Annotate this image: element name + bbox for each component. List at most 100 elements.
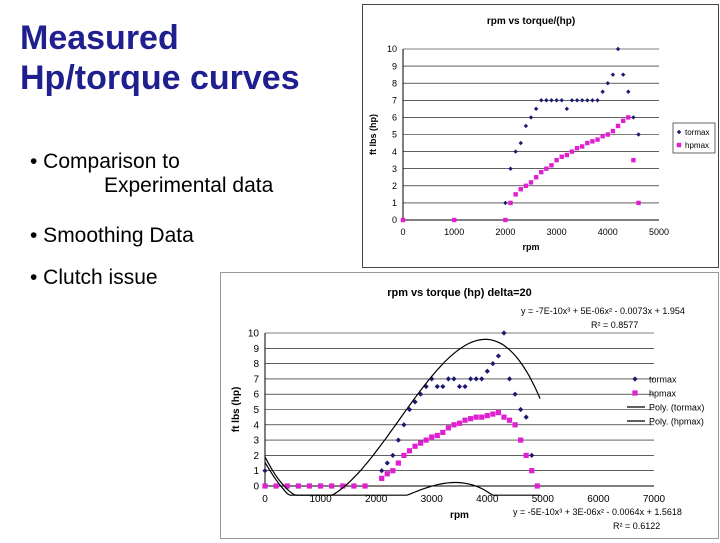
- y-tick-label: 10: [248, 329, 260, 340]
- data-point-hpmax: [484, 413, 490, 419]
- data-point-hpmax: [518, 437, 524, 443]
- smoothed-data-chart-svg: rpm vs torque (hp) delta=200123456789100…: [231, 287, 704, 531]
- data-point-hpmax: [384, 471, 390, 477]
- y-tick-label: 0: [392, 215, 397, 225]
- y-tick-label: 5: [392, 130, 397, 140]
- data-point-tormax: [559, 98, 564, 103]
- data-point-hpmax: [605, 132, 610, 137]
- data-point-hpmax: [423, 437, 429, 443]
- legend-marker-tormax: [676, 129, 682, 135]
- data-point-tormax: [484, 368, 490, 374]
- data-point-hpmax: [549, 163, 554, 168]
- y-axis-label: ft lbs (hp): [231, 387, 242, 433]
- trendline-hpmax: [264, 461, 541, 496]
- data-point-tormax: [395, 437, 401, 443]
- data-point-hpmax: [533, 175, 539, 180]
- data-point-hpmax: [452, 217, 457, 223]
- x-tick-label: 1000: [309, 494, 332, 505]
- data-point-tormax: [605, 81, 610, 86]
- data-point-hpmax: [395, 460, 401, 466]
- chart-title: rpm vs torque/(hp): [487, 16, 575, 27]
- data-point-hpmax: [539, 169, 544, 175]
- data-point-hpmax: [513, 192, 518, 197]
- data-point-hpmax: [506, 417, 513, 423]
- data-point-hpmax: [412, 443, 418, 449]
- data-point-tormax: [490, 361, 496, 367]
- legend-label: Poly. (hpmax): [649, 417, 704, 427]
- legend-marker-hpmax: [676, 142, 682, 148]
- x-tick-label: 6000: [587, 494, 610, 505]
- data-point-hpmax: [401, 452, 407, 458]
- data-point-hpmax: [468, 416, 474, 422]
- data-point-hpmax: [528, 180, 534, 185]
- data-point-tormax: [626, 89, 631, 94]
- data-point-hpmax: [544, 166, 549, 171]
- data-point-hpmax: [390, 468, 396, 474]
- data-point-tormax: [554, 98, 559, 103]
- data-point-tormax: [544, 98, 549, 103]
- data-point-tormax: [590, 98, 595, 103]
- x-tick-label: 4000: [598, 227, 618, 237]
- data-point-hpmax: [284, 483, 290, 489]
- y-tick-label: 2: [253, 451, 259, 462]
- x-tick-label: 3000: [421, 494, 444, 505]
- data-point-hpmax: [626, 115, 631, 120]
- y-tick-label: 7: [253, 374, 259, 385]
- data-point-tormax: [620, 72, 626, 77]
- y-tick-label: 4: [392, 147, 397, 157]
- data-point-hpmax: [569, 149, 575, 154]
- data-point-tormax: [574, 98, 580, 103]
- data-point-hpmax: [440, 429, 446, 436]
- data-point-tormax: [401, 422, 407, 428]
- x-tick-label: 3000: [547, 227, 567, 237]
- data-point-hpmax: [590, 139, 595, 144]
- data-point-hpmax: [306, 483, 313, 489]
- x-tick-label: 0: [400, 227, 405, 237]
- data-point-tormax: [549, 98, 554, 103]
- x-tick-label: 5000: [532, 494, 555, 505]
- data-point-hpmax: [585, 140, 590, 146]
- raw-data-chart-svg: rpm vs torque/(hp) 0 1 2 3 4 5 6 7 8 9 10 0 1000 2000 3…: [368, 16, 716, 252]
- x-tick-label: 5000: [649, 227, 669, 237]
- trendline-r2-top: R² = 0.8577: [591, 320, 638, 330]
- data-point-hpmax: [329, 483, 335, 489]
- data-point-hpmax: [490, 411, 496, 417]
- data-point-tormax: [513, 149, 518, 154]
- legend-label: Poly. (tormax): [649, 403, 704, 413]
- data-point-tormax: [569, 98, 575, 103]
- data-point-tormax: [529, 452, 535, 458]
- data-point-hpmax: [445, 425, 451, 431]
- data-point-tormax: [473, 376, 479, 382]
- data-point-hpmax: [451, 422, 457, 428]
- x-tick-label: 1000: [444, 227, 464, 237]
- data-point-tormax: [390, 452, 396, 458]
- data-point-tormax: [523, 123, 529, 129]
- data-point-tormax: [636, 132, 641, 137]
- trendline-equation-bottom: y = -5E-10x³ + 3E-06x² - 0.0064x + 1.561…: [513, 507, 682, 517]
- data-point-hpmax: [631, 157, 636, 163]
- data-point-hpmax: [462, 417, 468, 423]
- bullet-comparison: • Comparison to Experimental data: [30, 150, 273, 198]
- data-point-hpmax: [615, 123, 621, 129]
- data-point-hpmax: [595, 137, 600, 142]
- slide-title-line2: Hp/torque curves: [20, 59, 300, 97]
- data-point-hpmax: [554, 157, 559, 163]
- data-point-hpmax: [362, 483, 368, 489]
- data-point-hpmax: [508, 200, 513, 206]
- trendline-tormax: [264, 338, 541, 496]
- data-point-tormax: [518, 140, 523, 146]
- data-point-tormax: [564, 106, 570, 112]
- data-point-hpmax: [534, 483, 540, 489]
- data-point-tormax: [518, 406, 524, 413]
- y-tick-label: 10: [387, 44, 397, 54]
- legend-marker-tormax: [632, 376, 638, 382]
- data-point-tormax: [434, 383, 440, 390]
- legend-box: [672, 122, 716, 154]
- data-point-tormax: [508, 166, 513, 171]
- data-point-hpmax: [564, 152, 570, 158]
- data-point-hpmax: [503, 217, 508, 223]
- data-point-hpmax: [434, 432, 440, 439]
- data-point-tormax: [585, 98, 590, 103]
- data-point-hpmax: [406, 448, 413, 454]
- data-point-tormax: [539, 98, 544, 103]
